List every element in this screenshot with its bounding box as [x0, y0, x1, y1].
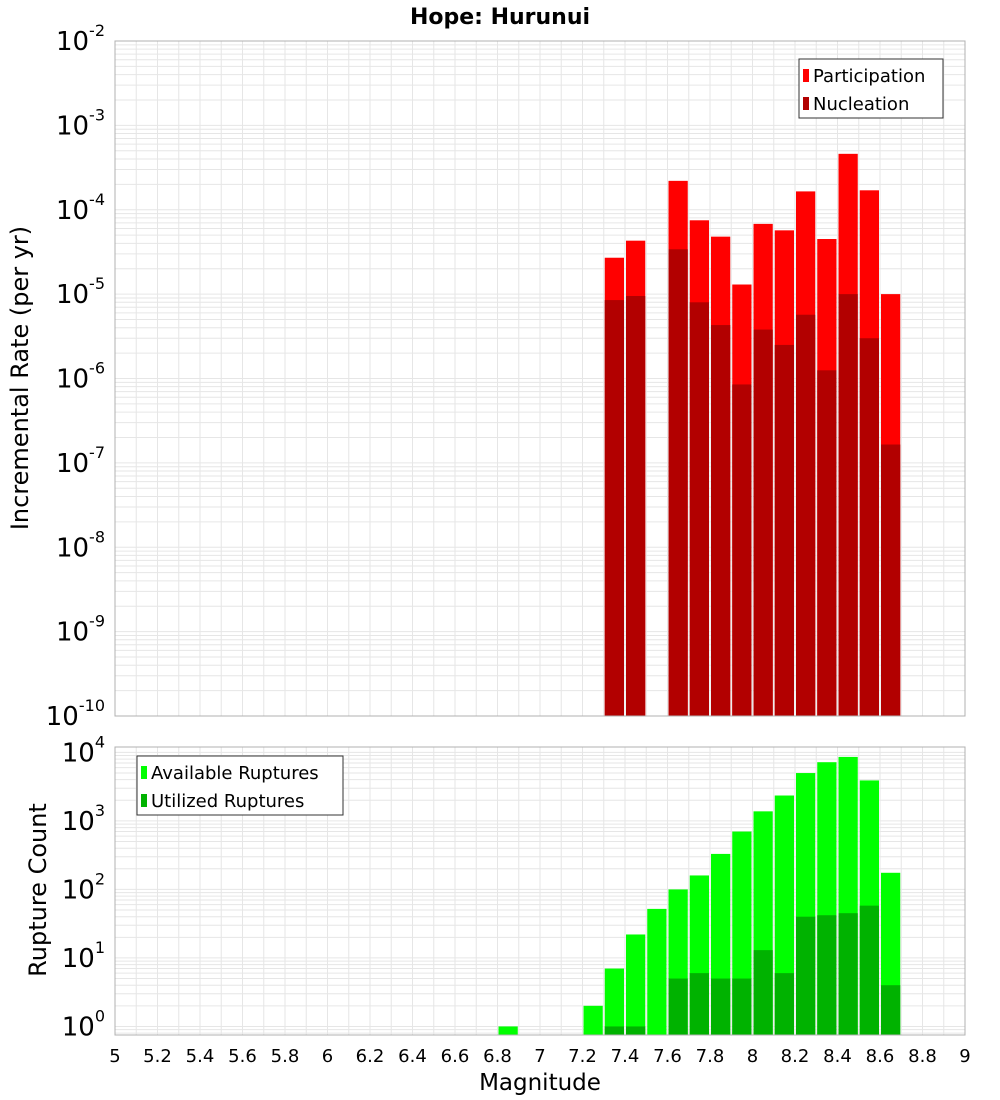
- bottom-bar-available-ruptures: [583, 1005, 603, 1035]
- bottom-plot-bars: [498, 756, 901, 1035]
- bottom-bar-available-ruptures: [604, 968, 624, 1035]
- top-bar-nucleation: [881, 444, 901, 716]
- bottom-y-tick-label: 101: [62, 938, 105, 974]
- bottom-legend-label: Available Ruptures: [151, 763, 319, 784]
- bottom-bar-utilized-ruptures: [753, 950, 773, 1035]
- bottom-bar-utilized-ruptures: [859, 905, 879, 1035]
- bottom-bar-utilized-ruptures: [668, 978, 688, 1035]
- top-y-tick-label: 10-4: [56, 190, 105, 226]
- top-bar-nucleation: [689, 302, 709, 716]
- top-legend-box: [798, 58, 944, 119]
- x-tick-label: 8: [747, 1046, 758, 1067]
- x-tick-label: 9: [959, 1046, 970, 1067]
- bottom-bar-utilized-ruptures: [711, 978, 731, 1035]
- x-tick-label: 8.2: [781, 1046, 810, 1067]
- chart-title: Hope: Hurunui: [410, 5, 590, 30]
- top-bar-nucleation: [753, 329, 773, 716]
- top-y-tick-label: 10-6: [56, 359, 105, 395]
- top-bar-nucleation: [859, 338, 879, 716]
- bottom-bar-utilized-ruptures: [626, 1026, 646, 1035]
- top-plot-frame: [114, 40, 966, 717]
- top-y-tick-label: 10-7: [56, 443, 105, 479]
- bottom-bar-utilized-ruptures: [796, 916, 816, 1035]
- x-tick-label: 7: [534, 1046, 545, 1067]
- bottom-bar-utilized-ruptures: [838, 913, 858, 1035]
- top-bar-nucleation: [732, 384, 752, 716]
- x-ticks: 5 5.2 5.4 5.6 5.8 6 6.2 6.4 6.6 6.8 7 7.2 7.4 7.6 7.8 8…: [109, 1046, 970, 1067]
- top-y-tick-label: 10-3: [56, 105, 105, 141]
- top-plot-bars: [604, 153, 901, 717]
- top-legend: Participation Nucleation: [798, 58, 944, 119]
- top-y-tick-label: 10-9: [56, 612, 105, 648]
- top-legend-label: Nucleation: [813, 94, 909, 115]
- bottom-legend-swatch: [141, 766, 147, 779]
- bottom-bar-utilized-ruptures: [689, 973, 709, 1035]
- bottom-bar-utilized-ruptures: [774, 973, 794, 1035]
- x-tick-label: 6.4: [398, 1046, 427, 1067]
- x-tick-label: 7.2: [568, 1046, 597, 1067]
- x-axis-label: Magnitude: [479, 1070, 601, 1096]
- x-tick-label: 6: [322, 1046, 333, 1067]
- x-tick-label: 7.4: [611, 1046, 640, 1067]
- x-tick-label: 6.8: [483, 1046, 512, 1067]
- top-y-tick-label: 10-5: [56, 274, 105, 310]
- x-tick-label: 8.6: [866, 1046, 895, 1067]
- bottom-bar-utilized-ruptures: [817, 915, 837, 1035]
- x-tick-label: 5: [109, 1046, 120, 1067]
- top-bar-nucleation: [774, 344, 794, 716]
- x-tick-label: 5.2: [143, 1046, 172, 1067]
- bottom-y-tick-label: 100: [62, 1006, 105, 1042]
- x-tick-label: 6.6: [441, 1046, 470, 1067]
- top-plot-grid: [114, 40, 966, 717]
- top-bar-nucleation: [626, 296, 646, 716]
- bottom-bar-available-ruptures: [498, 1026, 518, 1035]
- bottom-y-tick-label: 104: [62, 732, 105, 768]
- bottom-y-tick-label: 102: [62, 869, 105, 905]
- bottom-legend-swatch: [141, 794, 147, 807]
- x-tick-label: 6.2: [356, 1046, 385, 1067]
- top-bar-nucleation: [838, 294, 858, 716]
- x-tick-label: 8.8: [908, 1046, 937, 1067]
- x-tick-label: 5.4: [186, 1046, 215, 1067]
- top-y-ticks: 10-10 10-9 10-8 10-7 10-6 10-5 10-4 10-3 10-2: [46, 21, 105, 732]
- top-legend-swatch: [803, 97, 809, 110]
- bottom-bar-available-ruptures: [647, 908, 667, 1035]
- x-tick-label: 7.8: [696, 1046, 725, 1067]
- top-legend-swatch: [803, 69, 809, 82]
- top-bar-nucleation: [711, 325, 731, 716]
- top-legend-label: Participation: [813, 66, 925, 87]
- bottom-bar-available-ruptures: [626, 934, 646, 1035]
- top-y-tick-label: 10-8: [56, 527, 105, 563]
- x-tick-label: 8.4: [823, 1046, 852, 1067]
- top-bar-nucleation: [668, 249, 688, 716]
- x-tick-label: 5.8: [271, 1046, 300, 1067]
- bottom-bar-utilized-ruptures: [604, 1026, 624, 1035]
- bottom-y-ticks: 100 101 102 103 104: [62, 732, 105, 1042]
- top-y-tick-label: 10-2: [56, 21, 105, 57]
- bottom-y-tick-label: 103: [62, 801, 105, 837]
- top-y-tick-label: 10-10: [46, 696, 105, 732]
- bottom-legend-box: [136, 755, 344, 816]
- x-tick-label: 7.6: [653, 1046, 682, 1067]
- bottom-bar-utilized-ruptures: [881, 985, 901, 1035]
- top-bar-nucleation: [604, 300, 624, 716]
- bottom-plot-frame: [114, 746, 966, 1036]
- top-bar-nucleation: [796, 314, 816, 716]
- bottom-bar-utilized-ruptures: [732, 978, 752, 1035]
- top-bar-nucleation: [817, 370, 837, 716]
- top-y-axis-label: Incremental Rate (per yr): [6, 226, 34, 530]
- bottom-legend: Available Ruptures Utilized Ruptures: [136, 755, 344, 816]
- bottom-y-axis-label: Rupture Count: [24, 803, 52, 977]
- x-tick-label: 5.6: [228, 1046, 257, 1067]
- bottom-legend-label: Utilized Ruptures: [151, 791, 304, 812]
